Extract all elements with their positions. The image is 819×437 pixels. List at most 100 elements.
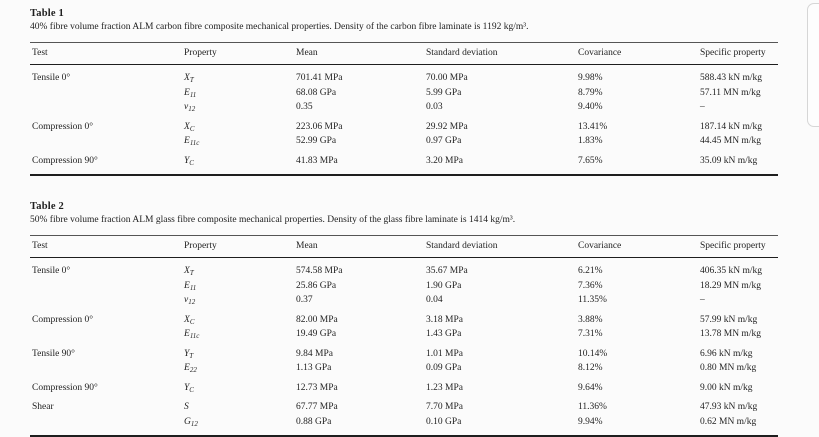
cell-mean: 9.84 MPa [296, 348, 333, 359]
cell-sd: 5.99 GPa [426, 87, 462, 98]
mechanical-properties-table-glass: Test Property Mean Standard deviation Covari… [30, 235, 778, 437]
property-subscript: 11 [189, 283, 197, 292]
cell-sd: 29.92 MPa [426, 121, 468, 132]
cell-sd: 1.01 MPa [426, 348, 463, 359]
cell-mean: 223.06 MPa [296, 121, 343, 132]
cell-specific: 406.35 kN m/kg [700, 266, 763, 276]
property-subscript: C [189, 124, 195, 133]
cell-specific: 57.11 MN m/kg [700, 87, 761, 98]
cell-mean: 701.41 MPa [296, 73, 343, 83]
cell-specific: 13.78 MN m/kg [700, 329, 761, 339]
table-row: ν12 0.37 0.04 11.35% – [30, 293, 778, 308]
property-subscript: 12 [188, 298, 196, 306]
cell-sd: 0.09 GPa [426, 363, 462, 373]
cell-sd: 1.23 MPa [426, 382, 463, 393]
table-head: Test Property Mean Standard deviation Covari… [30, 235, 778, 258]
cell-specific: 35.09 kN m/kg [700, 155, 758, 166]
cell-specific: – [700, 102, 705, 112]
cell-covariance: 9.94% [578, 416, 603, 427]
cell-specific: 47.93 kN m/kg [700, 402, 758, 412]
cell-property: G12 [182, 415, 294, 437]
column-header: Property [182, 235, 294, 258]
cell-mean: 19.49 GPa [296, 329, 337, 339]
cell-mean: 12.73 MPa [296, 382, 338, 393]
table-1-section: Table 1 40% fibre volume fraction ALM ca… [30, 8, 778, 176]
mechanical-properties-table-carbon: Test Property Mean Standard deviation Covari… [30, 42, 778, 176]
cell-test: Compression 90° [32, 155, 98, 166]
property-subscript: T [189, 269, 194, 277]
column-header: Specific property [698, 235, 778, 258]
table-header-row: Test Property Mean Standard deviation Covari… [30, 42, 778, 65]
cell-covariance: 9.40% [578, 102, 603, 112]
cell-test [30, 327, 182, 342]
cell-property: XT [182, 65, 294, 86]
cell-covariance: 1.83% [578, 136, 603, 146]
cell-test: Compression 0° [32, 314, 94, 325]
column-header: Mean [294, 42, 424, 65]
column-header: Standard deviation [424, 42, 576, 65]
property-subscript: 12 [188, 105, 196, 113]
table-row: Tensile 0° XT 574.58 MPa 35.67 MPa 6.21% 406.… [30, 258, 778, 279]
table-row: Compression 0° XC 82.00 MPa 3.18 MPa 3.88% 57… [30, 308, 778, 328]
table-row: ν12 0.35 0.03 9.40% – [30, 100, 778, 115]
column-header: Mean [294, 235, 424, 258]
property-symbol: ν12 [184, 295, 196, 306]
cell-sd: 1.43 GPa [426, 329, 462, 339]
cell-mean: 68.08 GPa [296, 87, 337, 98]
table-body: Tensile 0° XT 701.41 MPa 70.00 MPa 9.98% 588.… [30, 65, 778, 176]
cell-sd: 0.04 [426, 295, 443, 305]
table-caption: 40% fibre volume fraction ALM carbon fib… [30, 22, 529, 32]
cell-covariance: 7.31% [578, 329, 603, 339]
cell-test: Tensile 0° [32, 266, 71, 276]
column-header: Property [182, 42, 294, 65]
cell-covariance: 3.88% [578, 314, 603, 325]
table-caption: 50% fibre volume fraction ALM glass fibr… [30, 215, 516, 225]
cell-covariance: 8.79% [578, 87, 603, 98]
property-subscript: 11c [189, 139, 200, 147]
property-symbol: E11 [184, 87, 197, 99]
cell-mean: 82.00 MPa [296, 314, 338, 325]
cell-specific: 18.29 MN m/kg [700, 280, 761, 291]
adjacent-panel-edge [807, 3, 819, 127]
table-row: E11c 52.99 GPa 0.97 GPa 1.83% 44.45 MN m/kg [30, 134, 778, 149]
column-header: Specific property [698, 42, 778, 65]
cell-specific: 9.00 kN m/kg [700, 382, 753, 393]
table-row: E22 1.13 GPa 0.09 GPa 8.12% 0.80 MN m/kg [30, 361, 778, 376]
cell-specific: 0.80 MN m/kg [700, 363, 757, 373]
cell-covariance: 11.36% [578, 402, 607, 412]
cell-covariance: 9.98% [578, 73, 603, 83]
property-subscript: 11c [189, 332, 200, 340]
table-label: Table 2 [30, 201, 64, 212]
cell-sd: 70.00 MPa [426, 73, 468, 83]
cell-sd: 0.10 GPa [426, 416, 462, 427]
cell-property: E11c [182, 134, 294, 149]
table-row: Tensile 0° XT 701.41 MPa 70.00 MPa 9.98% 588.… [30, 65, 778, 86]
property-subscript: T [189, 76, 194, 84]
cell-specific: 0.62 MN m/kg [700, 416, 757, 427]
cell-test: Compression 90° [32, 382, 98, 393]
column-header: Test [30, 235, 182, 258]
column-header: Covariance [576, 42, 698, 65]
cell-sd: 3.20 MPa [426, 155, 463, 166]
property-symbol: ν12 [184, 102, 196, 113]
property-symbol: YT [184, 348, 194, 360]
cell-sd: 7.70 MPa [426, 402, 463, 412]
table-row: E11 25.86 GPa 1.90 GPa 7.36% 18.29 MN m/kg [30, 279, 778, 294]
cell-mean: 67.77 MPa [296, 402, 338, 412]
property-subscript: 12 [190, 419, 198, 428]
cell-test [30, 415, 182, 437]
cell-test [30, 134, 182, 149]
cell-test: Tensile 90° [32, 348, 75, 359]
property-symbol: YC [184, 382, 194, 394]
property-subscript: C [189, 158, 194, 167]
cell-specific: 44.45 MN m/kg [700, 136, 761, 146]
property-symbol: E11c [184, 329, 200, 340]
cell-covariance: 7.36% [578, 280, 603, 291]
cell-test [30, 279, 182, 294]
cell-specific: 187.14 kN m/kg [700, 121, 763, 132]
property-symbol: E22 [184, 363, 197, 374]
cell-test: Shear [32, 402, 54, 412]
property-symbol: G12 [184, 416, 198, 428]
cell-specific: 588.43 kN m/kg [700, 73, 763, 83]
cell-mean: 41.83 MPa [296, 155, 338, 166]
